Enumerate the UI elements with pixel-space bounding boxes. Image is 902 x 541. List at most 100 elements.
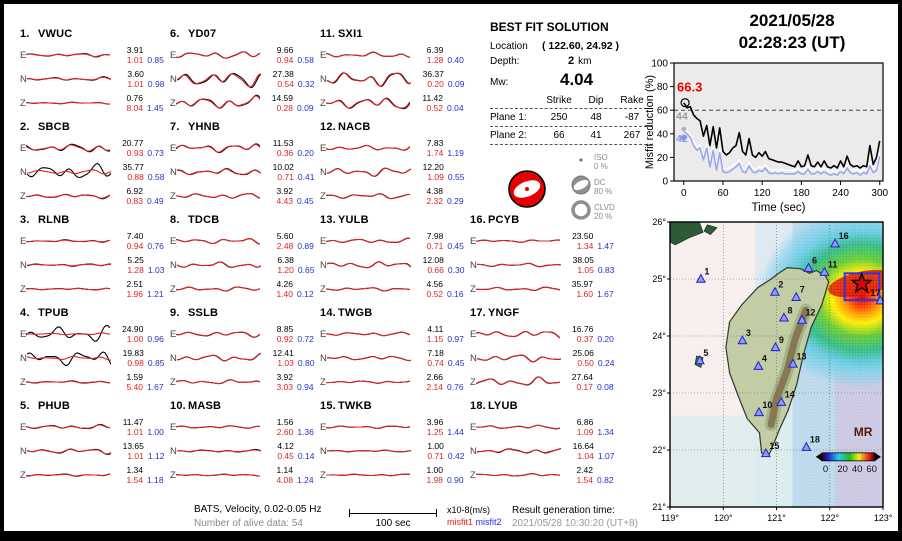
component-label: N [170,259,177,271]
misfit1-value: 4.08 [276,474,293,485]
trace-values: 25.06 0.50 0.24 [563,348,619,369]
trace-row-n: N 36.37 0.20 0.09 [320,67,468,91]
station-code: YULB [338,214,369,226]
waveform-plot [326,261,411,269]
station-title: 14. TWGB [320,307,468,322]
misfit2-value: 0.32 [297,78,315,89]
amplitude-value: 12.08 [422,254,444,265]
trace-row-e: E 16.76 0.37 0.20 [470,322,618,346]
iso-percent: 0 % [594,161,608,171]
waveform-plot [326,425,411,429]
misfit2-value: 1.07 [597,450,615,461]
station-title: 15. TWKB [320,400,468,415]
station-number: 3. [20,214,30,226]
misfit2-value: 0.89 [297,240,314,251]
result-time-label: Result generation time: [512,505,615,516]
trace-row-n: N 27.38 0.54 0.32 [170,67,318,91]
component-label: Z [20,283,26,295]
misfit1-value: 4.43 [276,195,293,206]
misfit1-value: 2.60 [276,426,294,437]
synthetic-trace [476,376,560,386]
trace-row-e: E 9.66 0.94 0.58 [170,43,318,67]
station-map-number: 12 [806,308,816,318]
station-block-yngf: 17. YNGF E 16.76 0.37 0.20 N 25.06 0.50 0.24 Z 27.6… [470,307,618,399]
misfit1-value: 1.96 [126,288,143,299]
label-42: 42 [676,133,688,145]
waveform-plot [326,51,411,58]
component-label: N [20,352,27,364]
station-map-number: 18 [810,435,820,445]
station-block-rlnb: 3. RLNB E 7.40 0.94 0.76 N 5.25 1.28 1.03 Z 2.51 1.9… [20,214,168,306]
trace-values: 4.12 0.45 0.14 [263,441,319,462]
waveform-plot [476,354,561,363]
station-title: 6. YD07 [170,28,318,43]
waveform-plot [476,262,561,268]
misfit1-value: 0.94 [276,54,294,65]
label-44: 44 [676,111,688,123]
station-number: 12. [320,121,336,133]
series-best-solution [683,102,881,169]
trace-row-z: Z 1.14 4.08 1.24 [170,463,318,487]
col-strike: Strike [546,95,572,106]
waveform-plot [26,380,110,384]
trace-values: 1.56 2.60 1.36 [262,417,318,438]
trace-values: 6.86 1.09 1.34 [562,417,618,438]
misfit1-value: 0.37 [576,333,594,344]
component-label: Z [320,283,326,295]
station-block-yhnb: 7. YHNB E 11.53 0.36 0.20 N 10.02 0.71 0.41 Z 3.92 4… [170,121,318,213]
amplitude-value: 5.60 [276,230,294,241]
synthetic-trace [176,143,261,153]
misfit1-value: 2.14 [426,381,443,392]
amplitude-value: 2.51 [126,278,143,289]
trace-values: 19.83 0.98 0.85 [113,348,169,369]
mainland-coast [703,224,718,235]
waveform-plot [176,425,261,429]
station-title: 9. SSLB [170,307,318,322]
misfit2-value: 1.45 [147,102,164,113]
station-triangle-icon [776,396,787,406]
station-block-twgb: 14. TWGB E 4.11 1.15 0.97 N 7.18 0.74 0.45 Z 2.66 2.… [320,307,468,399]
misfit1-value: 0.17 [576,381,593,392]
waveform-plot [26,239,111,243]
waveform-plot [26,423,111,430]
label-66-3: 66.3 [677,79,702,94]
waveform-plot [326,193,410,200]
synthetic-trace [26,239,111,243]
waveform-plot [476,424,561,430]
misfit1-value: 0.66 [427,264,444,275]
amplitude-value: 3.60 [127,68,144,79]
trace-row-e: E 20.77 0.93 0.73 [20,136,168,160]
misfit1-value: 1.60 [576,288,593,299]
component-label: Z [470,376,476,388]
misfit1-value: 0.71 [426,240,444,251]
waveform-plot [26,263,111,267]
station-code: SSLB [188,307,219,319]
waveform-plot [476,447,561,454]
misfit1-value: 1.15 [426,333,444,344]
synthetic-trace [326,355,411,362]
mr-legend-title: MR [854,425,873,439]
trace-row-z: Z 14.59 0.28 0.09 [170,91,318,115]
synthetic-trace [176,73,261,88]
station-map-number: 16 [839,231,849,241]
mw-label: Mw: [490,77,509,88]
waveform-plot [326,144,411,151]
amplitude-value: 5.25 [127,254,144,265]
trace-values: 7.18 0.74 0.45 [413,348,469,369]
nodal-plane-table: Strike Dip Rake Plane 1: 250 48 -87 Plan… [490,93,660,145]
station-triangle-icon [695,273,706,283]
waveform-plot [26,473,110,477]
station-number: 6. [170,28,180,40]
trace-values: 35.77 0.88 0.58 [113,162,169,183]
lon-tick-label: 121° [767,513,786,523]
misfit2-value: 0.08 [597,381,614,392]
station-block-tpub: 4. TPUB E 24.90 1.00 0.96 N 19.83 0.98 0.85 Z 1.59 5… [20,307,168,399]
misfit1-value: 0.36 [276,147,294,158]
misfit1-value: 1.20 [277,264,294,275]
station-number: 8. [170,214,180,226]
trace-values: 2.51 1.96 1.21 [112,279,168,300]
component-label: Z [170,97,176,109]
waveform-plot [176,261,261,269]
scalebar-label: 100 sec [375,518,411,529]
